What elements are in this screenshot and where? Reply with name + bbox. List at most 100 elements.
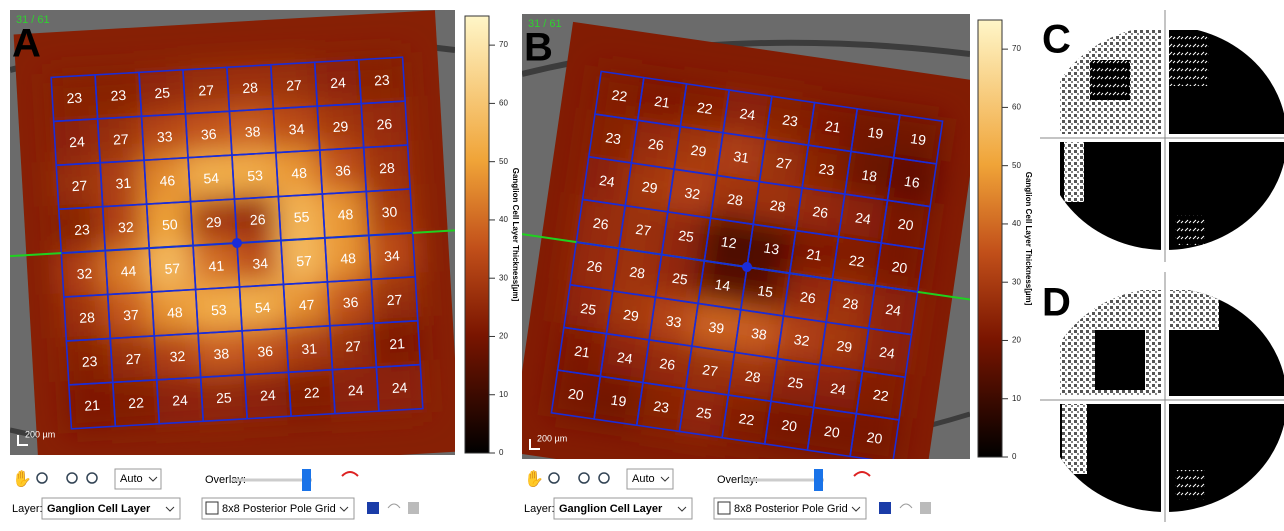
zoom-out-icon[interactable] [599,473,609,483]
cell-value: 24 [854,209,872,227]
cell-value: 36 [342,294,359,311]
cell-value: 22 [128,394,145,411]
cell-value: 20 [780,416,798,434]
cell-value: 19 [610,391,628,409]
cell-value: 34 [288,121,305,138]
cell-value: 31 [301,340,318,357]
colorbar-tick-label: 10 [1012,394,1021,403]
cell-value: 24 [829,380,847,398]
cell-value: 25 [787,374,805,392]
cell-value: 28 [242,79,259,96]
cell-value: 29 [641,178,659,196]
cell-value: 20 [866,429,884,447]
cell-value: 24 [739,105,757,123]
fundus-image: 2323252728272423242733363834292627314654… [0,7,517,489]
cell-value: 53 [211,301,228,318]
zoom-in-icon[interactable] [67,473,77,483]
pan-icon[interactable]: ✋ [524,469,544,488]
cell-value: 29 [206,214,223,231]
cell-value: 26 [659,355,677,373]
cell-value: 32 [76,265,93,282]
cell-value: 27 [125,350,142,367]
cell-value: 23 [818,160,836,178]
cell-value: 32 [684,184,702,202]
cell-value: 46 [159,172,176,189]
undo-icon[interactable] [388,504,400,508]
colorbar-tick-label: 50 [499,157,508,166]
cell-value: 28 [744,367,762,385]
layer-value: Ganglion Cell Layer [559,503,663,515]
cell-value: 28 [842,295,860,313]
zoom-in-icon[interactable] [579,473,589,483]
cell-value: 27 [701,361,719,379]
colorbar-tick-label: 40 [1012,219,1021,228]
colorbar [978,20,1002,457]
cell-value: 54 [203,170,220,187]
cell-value: 26 [376,116,393,133]
zoom-icon[interactable] [37,473,47,483]
visual-field-d [1060,290,1284,514]
pan-icon[interactable]: ✋ [12,469,32,488]
cell-value: 32 [118,219,135,236]
cell-value: 34 [252,255,269,272]
cell-value: 41 [208,257,225,274]
center-icon[interactable] [367,502,379,514]
cell-value: 21 [653,93,671,111]
cell-value: 22 [738,410,756,428]
colorbar-label: Ganglion Cell Layer Thickness[µm] [1024,172,1033,306]
cell-value: 32 [169,348,186,365]
zoom-out-icon[interactable] [87,473,97,483]
save-icon[interactable] [408,502,419,514]
cell-value: 25 [695,404,713,422]
cell-value: 55 [293,208,310,225]
select-icon[interactable] [854,472,870,476]
colorbar-label: Ganglion Cell Layer Thickness[µm] [511,168,520,302]
grid-value: 8x8 Posterior Pole Grid [222,503,336,515]
colorbar-tick-label: 0 [499,448,504,457]
zoom-value: Auto [120,473,143,485]
cell-value: 20 [567,385,585,403]
cell-value: 22 [848,252,866,270]
cell-value: 24 [878,343,896,361]
overlay-thumb[interactable] [814,469,823,491]
scale-bar-label: 200 µm [25,429,55,439]
cell-value: 31 [732,148,750,166]
cell-value: 24 [884,301,902,319]
save-icon[interactable] [920,502,931,514]
cell-value: 24 [598,172,616,190]
cell-value: 44 [120,263,137,280]
colorbar-tick-label: 30 [499,273,508,282]
cell-value: 36 [335,162,352,179]
colorbar [465,16,489,453]
cell-value: 19 [867,124,885,142]
cell-value: 47 [298,296,315,313]
colorbar-tick-label: 30 [1012,277,1021,286]
cell-value: 24 [172,392,189,409]
cell-value: 16 [903,173,921,191]
colorbar-tick-label: 70 [499,40,508,49]
cell-value: 37 [123,306,140,323]
cell-value: 22 [696,99,714,117]
undo-icon[interactable] [900,504,912,508]
cell-value: 27 [635,221,653,239]
colorbar-tick-label: 0 [1012,452,1017,461]
cell-value: 26 [647,135,665,153]
cell-value: 53 [247,167,264,184]
cell-value: 31 [115,175,132,192]
zoom-icon[interactable] [549,473,559,483]
cell-value: 21 [573,343,591,361]
select-icon[interactable] [342,472,358,476]
cell-value: 25 [154,84,171,101]
cell-value: 20 [897,215,915,233]
colorbar-tick-label: 20 [1012,336,1021,345]
cell-value: 21 [805,246,823,264]
cell-value: 28 [79,309,96,326]
cell-value: 25 [216,389,233,406]
cell-value: 21 [824,118,842,136]
cell-value: 26 [249,211,266,228]
cell-value: 36 [200,126,217,143]
center-icon[interactable] [879,502,891,514]
cell-value: 26 [592,215,610,233]
overlay-thumb[interactable] [302,469,311,491]
cell-value: 29 [332,118,349,135]
